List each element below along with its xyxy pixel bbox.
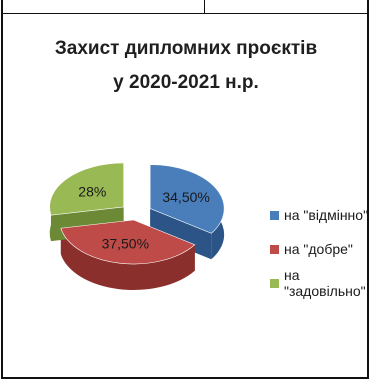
pie-label-satisfactory: 28%	[78, 184, 106, 200]
chart-legend: на "відмінно" на "добре" на "задовільно"	[270, 198, 372, 300]
table-cell-divider	[204, 0, 205, 14]
pie-wall-excellent-1	[150, 208, 212, 260]
legend-label-satisfactory: на "задовільно"	[284, 267, 366, 299]
chart-title-line-2: у 2020-2021 н.р.	[113, 72, 259, 93]
legend-label-excellent: на "відмінно"	[284, 207, 369, 223]
legend-swatch-excellent	[270, 210, 279, 220]
pie-tops	[49, 162, 225, 265]
pie-side-good	[60, 228, 195, 290]
pie-slice-excellent	[149, 164, 225, 234]
legend-swatch-good	[270, 244, 279, 254]
legend-swatch-satisfactory	[270, 278, 279, 288]
pie-label-good: 37,50%	[102, 236, 149, 252]
pie-slice-good	[60, 219, 196, 265]
legend-item-satisfactory: на "задовільно"	[270, 266, 372, 300]
pie-slice-satisfactory	[49, 162, 124, 216]
pie-data-labels: 34,50% 37,50% 28%	[78, 184, 210, 252]
chart-title-line-1: Захист дипломних проєктів	[54, 38, 318, 59]
legend-item-good: на "добре"	[270, 232, 372, 266]
legend-item-excellent: на "відмінно"	[270, 198, 372, 232]
legend-label-good: на "добре"	[284, 241, 353, 257]
table-top-rule	[1, 13, 369, 14]
pie-label-excellent: 34,50%	[162, 189, 209, 205]
